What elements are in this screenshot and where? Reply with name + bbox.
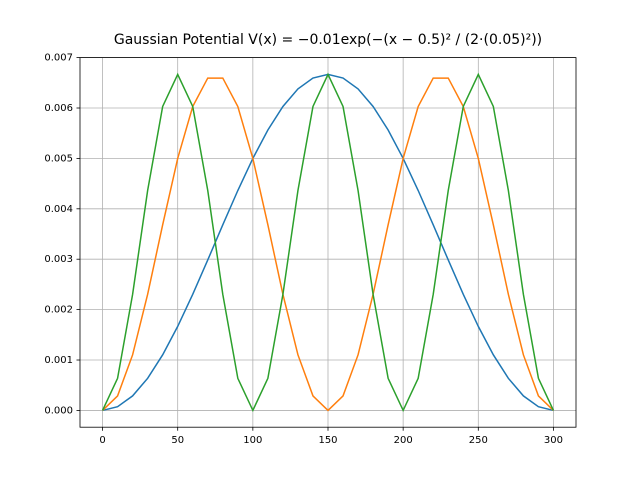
- x-tick-label: 250: [469, 435, 488, 446]
- series-line: [102, 77, 554, 412]
- y-tick-label: 0.007: [44, 53, 73, 64]
- x-tick-label: 200: [394, 435, 413, 446]
- x-tick-label: 150: [318, 435, 337, 446]
- x-tick-label: 50: [171, 435, 184, 446]
- x-tick-label: 100: [243, 435, 262, 446]
- x-tick-label: 300: [544, 435, 563, 446]
- series-line: [101, 72, 555, 413]
- chart-title: Gaussian Potential V(x) = −0.01exp(−(x −…: [114, 32, 542, 48]
- y-tick-label: 0.000: [44, 405, 73, 416]
- y-tick-label: 0.002: [44, 305, 73, 316]
- x-tick-label: 0: [99, 435, 105, 446]
- y-tick-label: 0.004: [44, 204, 73, 215]
- y-tick-label: 0.001: [44, 355, 73, 366]
- plot-frame: [79, 57, 577, 428]
- y-tick-label: 0.005: [44, 153, 73, 164]
- y-tick-label: 0.003: [44, 254, 73, 265]
- y-tick-label: 0.006: [44, 103, 73, 114]
